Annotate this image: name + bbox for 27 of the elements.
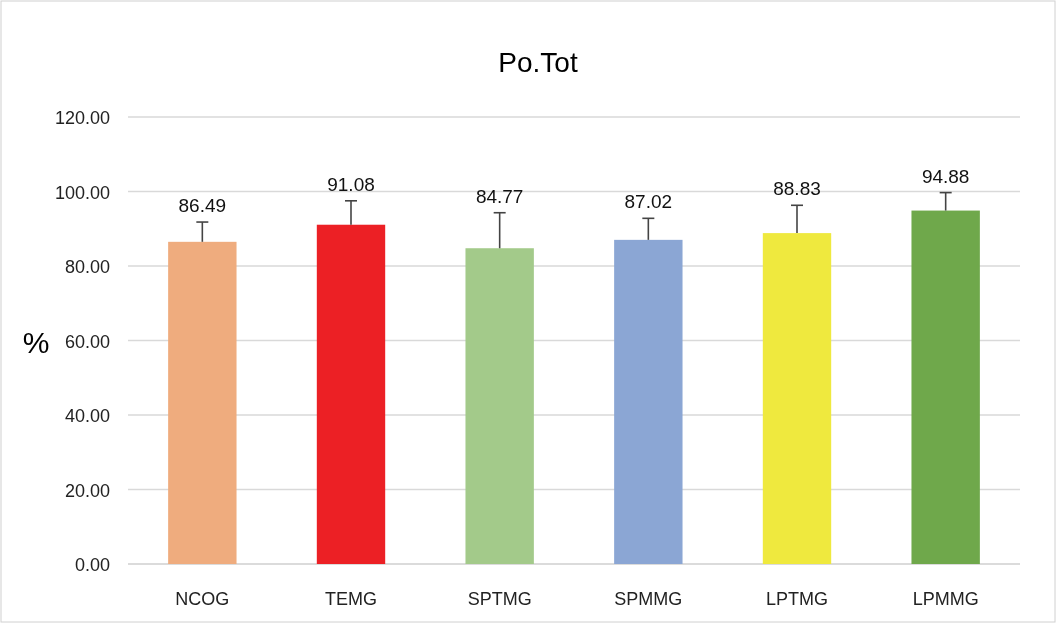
data-label: 84.77	[475, 185, 524, 207]
x-tick-label: SPTMG	[467, 589, 532, 609]
data-label: 86.49	[178, 195, 227, 217]
bar	[911, 210, 980, 564]
y-axis-title: %	[22, 325, 50, 359]
bar	[465, 248, 534, 564]
x-tick-label: NCOG	[175, 589, 230, 609]
data-label: 87.02	[624, 191, 673, 213]
x-tick-label: LPTMG	[765, 589, 829, 609]
y-tick-label: 20.00	[64, 480, 110, 501]
bar	[316, 224, 386, 564]
y-tick-label: 120.00	[54, 108, 110, 128]
data-label: 88.83	[773, 178, 821, 200]
bar	[762, 233, 832, 564]
y-tick-label: 40.00	[64, 406, 110, 426]
bar	[168, 241, 237, 564]
data-label: 94.88	[921, 165, 970, 187]
x-tick-label: TEMG	[325, 589, 377, 609]
x-tick-label: LPMMG	[912, 589, 979, 609]
y-tick-label: 60.00	[64, 331, 110, 352]
bar	[614, 239, 683, 564]
chart-title: Po.Tot	[498, 47, 578, 78]
y-tick-label: 80.00	[64, 257, 110, 277]
y-tick-label: 100.00	[54, 182, 110, 203]
data-label: 91.08	[327, 173, 375, 195]
y-tick-label: 0.00	[74, 555, 110, 575]
x-tick-label: SPMMG	[614, 589, 683, 609]
